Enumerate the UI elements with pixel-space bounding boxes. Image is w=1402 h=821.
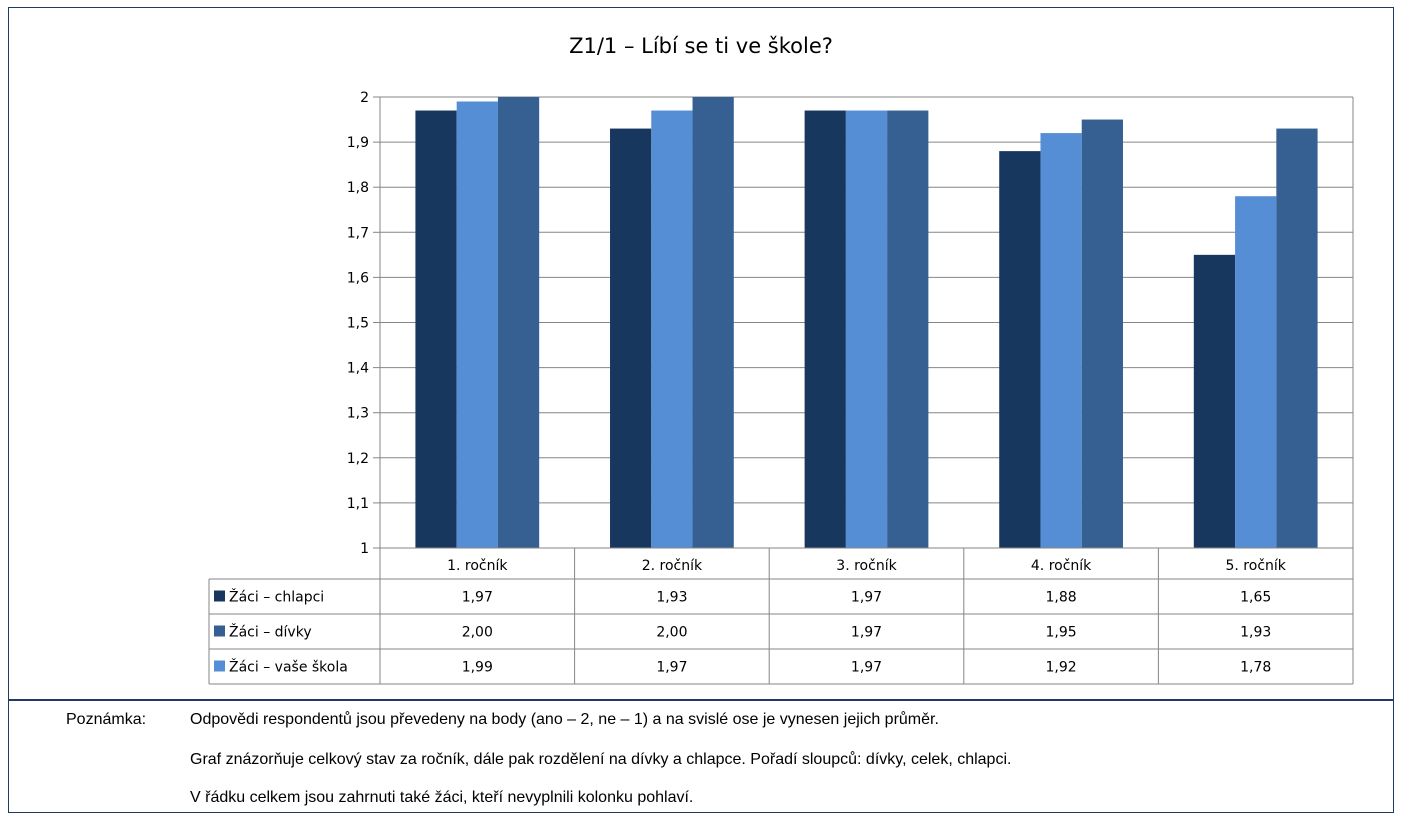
bar — [999, 151, 1041, 548]
bar — [887, 110, 929, 548]
y-tick-label: 1,7 — [347, 225, 369, 241]
bar — [692, 97, 734, 548]
x-category-label: 4. ročník — [1031, 558, 1092, 574]
bar-chart: Z1/1 – Líbí se ti ve škole? 1 1,1 1,2 1,3 1,4… — [208, 34, 1354, 685]
note-line-2: Graf znázorňuje celkový stav za ročník, … — [190, 751, 1012, 768]
data-label: 1,93 — [1240, 625, 1271, 641]
legend-label: Žáci – vaše škola — [229, 658, 348, 676]
y-tick-label: 1,9 — [347, 135, 369, 151]
chart-title: Z1/1 – Líbí se ti ve škole? — [569, 34, 833, 58]
legend-key — [214, 625, 225, 637]
data-label: 1,92 — [1046, 660, 1077, 676]
data-label: 1,97 — [851, 590, 882, 606]
bar — [497, 97, 540, 548]
bar — [1040, 133, 1082, 548]
x-category-label: 1. ročník — [447, 558, 508, 574]
note-line-3: V řádku celkem jsou zahrnuti také žáci, … — [190, 789, 694, 806]
data-label: 1,95 — [1046, 625, 1077, 641]
bar — [1081, 119, 1123, 549]
data-label: 1,97 — [462, 590, 493, 606]
note-label: Poznámka: — [66, 711, 147, 728]
y-tick-label: 1 — [360, 541, 369, 557]
y-tick-label: 2 — [360, 90, 369, 106]
bar — [651, 110, 693, 548]
legend-label: Žáci – chlapci — [229, 588, 324, 606]
y-tick-label: 1,8 — [347, 180, 369, 196]
data-label: 1,97 — [851, 660, 882, 676]
y-tick-label: 1,3 — [347, 406, 369, 422]
data-label: 1,99 — [462, 660, 493, 676]
data-label: 1,93 — [656, 590, 687, 606]
note-divider — [8, 699, 1394, 701]
bar — [1235, 196, 1277, 548]
data-label: 2,00 — [656, 625, 687, 641]
legend-key — [214, 590, 225, 602]
legend-label: Žáci – dívky — [229, 623, 312, 641]
data-label: 1,97 — [656, 660, 687, 676]
bar — [610, 128, 652, 548]
y-tick-label: 1,5 — [347, 316, 369, 332]
y-tick-label: 1,4 — [347, 361, 369, 377]
legend-key — [214, 660, 225, 672]
data-label: 1,65 — [1240, 590, 1271, 606]
bar — [804, 110, 846, 548]
data-label: 1,78 — [1240, 660, 1271, 676]
y-tick-label: 1,1 — [347, 496, 369, 512]
y-tick-label: 1,6 — [347, 270, 369, 286]
data-label: 1,88 — [1046, 590, 1077, 606]
data-label: 2,00 — [462, 625, 493, 641]
x-category-label: 5. ročník — [1226, 558, 1287, 574]
note-line-1: Odpovědi respondentů jsou převedeny na b… — [190, 711, 939, 728]
x-category-label: 2. ročník — [642, 558, 703, 574]
x-category-label: 3. ročník — [836, 558, 897, 574]
bar — [1276, 128, 1318, 548]
bar — [845, 110, 888, 548]
bar — [415, 110, 457, 548]
data-label: 1,97 — [851, 625, 882, 641]
bar — [1193, 254, 1236, 548]
y-tick-label: 1,2 — [347, 451, 369, 467]
bar — [456, 101, 498, 548]
